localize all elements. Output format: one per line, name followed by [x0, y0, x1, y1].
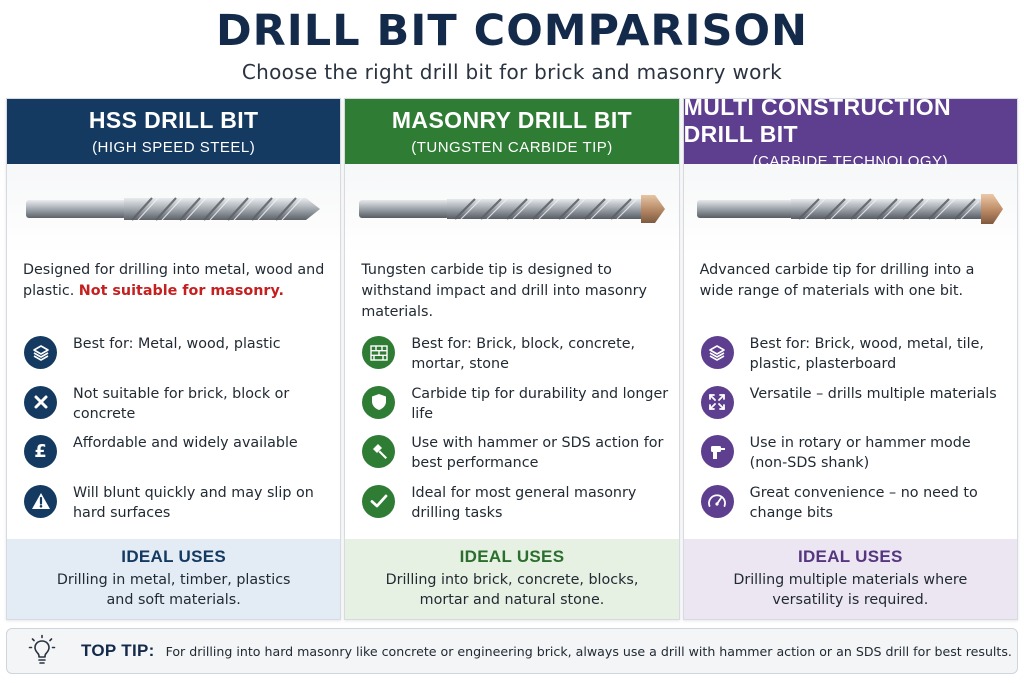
card-header: MULTI CONSTRUCTION DRILL BIT (CARBIDE TE… — [683, 98, 1017, 170]
feature-item: Not suitable for brick, block or concret… — [24, 384, 330, 434]
feature-text: Affordable and widely available — [73, 435, 298, 451]
ideal-uses: IDEAL USES Drilling in metal, timber, pl… — [7, 539, 341, 619]
check-icon — [362, 484, 396, 518]
ideal-uses-text: Drilling multiple materials where versat… — [733, 572, 968, 608]
feature-item: Best for: Brick, block, concrete, mortar… — [362, 334, 668, 384]
card-title: HSS DRILL BIT — [88, 107, 259, 133]
feature-text: Use in rotary or hammer mode (non-SDS sh… — [749, 435, 971, 471]
card-subtitle: (TUNGSTEN CARBIDE TIP) — [411, 139, 613, 156]
hss-drill-bit-icon — [25, 197, 320, 221]
gauge-icon — [700, 484, 734, 518]
description-text: Designed for drilling into metal, wood a… — [23, 262, 325, 299]
feature-text: Versatile – drills multiple materials — [749, 385, 997, 402]
card-description: Designed for drilling into metal, wood a… — [7, 260, 340, 322]
feature-item: Use with hammer or SDS action for best p… — [362, 433, 668, 483]
feature-text: Use with hammer or SDS action for best p… — [411, 435, 664, 471]
feature-item: Best for: Metal, wood, plastic — [24, 334, 330, 384]
card-hss: HSS DRILL BIT (HIGH SPEED STEEL) — [6, 98, 342, 620]
feature-text: Best for: Brick, block, concrete, mortar… — [411, 336, 636, 372]
lightbulb-icon — [27, 633, 57, 669]
card-title: MASONRY DRILL BIT — [391, 107, 633, 133]
hammer-icon — [362, 435, 396, 468]
ideal-uses-title: IDEAL USES — [459, 547, 565, 566]
description-text: Advanced carbide tip for drilling into a… — [699, 262, 975, 299]
multi-construction-drill-bit-icon — [697, 194, 1004, 224]
warning-text: Not suitable for masonry. — [78, 283, 284, 299]
feature-text: Carbide tip for durability and longer li… — [411, 385, 669, 422]
feature-item: Use in rotary or hammer mode (non-SDS sh… — [700, 433, 1007, 483]
ideal-uses-title: IDEAL USES — [797, 547, 903, 566]
feature-list: Best for: Metal, wood, plastic Not suita… — [7, 334, 340, 532]
masonry-drill-bit-icon — [358, 195, 665, 223]
feature-item: Ideal for most general masonry drilling … — [362, 483, 668, 533]
drill-bit-image — [683, 164, 1017, 254]
feature-item: Carbide tip for durability and longer li… — [362, 384, 668, 434]
feature-text: Ideal for most general masonry drilling … — [411, 484, 637, 521]
comparison-cards: HSS DRILL BIT (HIGH SPEED STEEL) — [6, 98, 1018, 620]
page-title: DRILL BIT COMPARISON — [215, 6, 809, 56]
ideal-uses: IDEAL USES Drilling multiple materials w… — [683, 539, 1017, 619]
ideal-uses-title: IDEAL USES — [121, 547, 227, 566]
card-header: MASONRY DRILL BIT (TUNGSTEN CARBIDE TIP) — [345, 99, 679, 164]
ideal-uses-text: Drilling into brick, concrete, blocks, m… — [385, 572, 639, 608]
drill-bit-image — [7, 164, 341, 254]
top-tip-label: TOP TIP: — [81, 641, 155, 660]
top-tip-text: For drilling into hard masonry like conc… — [165, 643, 1012, 659]
feature-list: Best for: Brick, wood, metal, tile, plas… — [684, 334, 1017, 532]
feature-item: Versatile – drills multiple materials — [700, 384, 1007, 434]
page-subtitle: Choose the right drill bit for brick and… — [241, 60, 783, 84]
feature-item: Great convenience – no need to change bi… — [700, 483, 1007, 533]
feature-text: Best for: Brick, wood, metal, tile, plas… — [749, 336, 984, 372]
feature-text: Will blunt quickly and may slip on hard … — [73, 484, 314, 521]
pound-icon: £ — [24, 435, 57, 468]
card-masonry: MASONRY DRILL BIT (TUNGSTEN CARBIDE TIP) — [344, 98, 680, 620]
feature-text: Not suitable for brick, block or concret… — [73, 385, 290, 422]
feature-item: £ Affordable and widely available — [24, 433, 330, 483]
drill-bit-image — [345, 164, 679, 254]
feature-list: Best for: Brick, block, concrete, mortar… — [345, 334, 678, 532]
brick-wall-icon — [362, 336, 396, 369]
card-title: MULTI CONSTRUCTION DRILL BIT — [683, 98, 952, 147]
card-multi-construction: MULTI CONSTRUCTION DRILL BIT (CARBIDE TE… — [682, 98, 1018, 620]
top-tip-bar: TOP TIP: For drilling into hard masonry … — [6, 628, 1018, 674]
card-description: Tungsten carbide tip is designed to with… — [345, 260, 678, 322]
ideal-uses: IDEAL USES Drilling into brick, concrete… — [345, 539, 679, 619]
warning-icon — [24, 484, 57, 518]
description-text: Tungsten carbide tip is designed to with… — [361, 262, 647, 320]
arrows-out-icon — [700, 385, 734, 419]
feature-item: Will blunt quickly and may slip on hard … — [24, 483, 330, 533]
drill-icon — [700, 435, 734, 468]
card-subtitle: (CARBIDE TECHNOLOGY) — [752, 152, 949, 170]
feature-item: Best for: Brick, wood, metal, tile, plas… — [700, 334, 1007, 384]
card-description: Advanced carbide tip for drilling into a… — [684, 260, 1017, 322]
layers-icon — [700, 336, 734, 369]
feature-text: Best for: Metal, wood, plastic — [73, 336, 281, 352]
ideal-uses-text: Drilling in metal, timber, plastics and … — [56, 572, 291, 608]
layers-icon — [24, 336, 57, 369]
card-subtitle: (HIGH SPEED STEEL) — [92, 139, 256, 156]
card-header: HSS DRILL BIT (HIGH SPEED STEEL) — [7, 99, 341, 164]
shield-icon — [362, 385, 396, 419]
feature-text: Great convenience – no need to change bi… — [749, 484, 978, 521]
x-icon — [24, 385, 57, 419]
